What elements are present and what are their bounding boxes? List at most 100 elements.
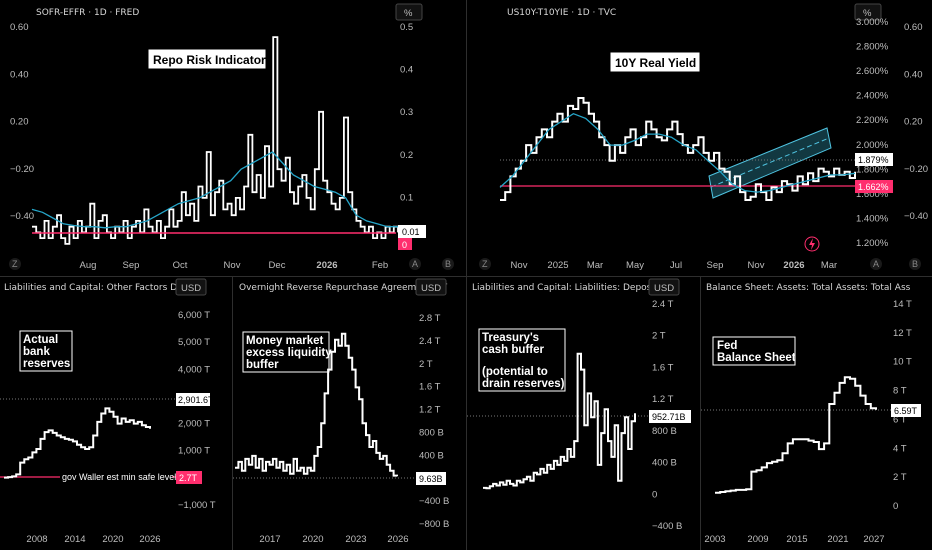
right-axis-tick: 800 B (652, 426, 677, 437)
last-value-badge: 952.71B (649, 410, 691, 423)
last-value-badge: 2,901.6T (176, 393, 214, 406)
last-value-badge: 9.63B (416, 472, 446, 485)
chart-title: Liabilities and Capital: Other Factors D… (4, 283, 203, 293)
x-axis-tick: 2027 (863, 534, 884, 545)
annotation-line: bank (23, 346, 50, 358)
annotation-line: Balance Sheet (717, 352, 796, 364)
chart-realyield[interactable]: US10Y-T10YIE · 1D · TVC % 10Y Real Yield… (467, 0, 932, 276)
chart-title: Overnight Reverse Repurchase Agreements:… (239, 283, 448, 293)
right-axis-tick: 0.5 (400, 22, 413, 33)
chart-tga[interactable]: Liabilities and Capital: Liabilities: De… (467, 277, 700, 550)
left-axis-tick: −0.40 (904, 211, 928, 222)
right-axis-tick: 0.2 (400, 150, 413, 161)
left-axis-tick: 0.60 (10, 22, 29, 33)
z-button[interactable]: Z (479, 258, 491, 270)
annotation-line: reserves (23, 358, 70, 370)
right-axis-tick: 12 T (893, 328, 912, 339)
lightning-icon[interactable] (804, 236, 820, 252)
z-button[interactable]: Z (9, 258, 21, 270)
a-button[interactable]: A (870, 258, 882, 270)
right-axis-tick: 0.3 (400, 107, 413, 118)
chart-title: SOFR-EFFR · 1D · FRED (36, 8, 139, 18)
annotation-line: Treasury's (482, 332, 539, 344)
right-axis-tick: 2.8 T (419, 313, 441, 324)
last-value-text: 6.59T (894, 406, 918, 416)
x-axis-tick: Sep (707, 260, 724, 271)
annotation-box: Actual bank reserves (19, 330, 73, 372)
unit-button[interactable]: % (395, 3, 423, 21)
annotation-line: buffer (246, 359, 279, 371)
annotation-box: Money market excess liquidity buffer (242, 331, 332, 373)
right-axis-tick: 0.1 (400, 192, 413, 203)
annotation-box: Fed Balance Sheet (712, 336, 796, 366)
right-axis-tick: 14 T (893, 299, 912, 310)
unit-button[interactable]: % (854, 3, 882, 21)
b-button-label: B (445, 259, 451, 269)
unit-button[interactable]: USD (648, 278, 680, 296)
right-axis-tick: 1.6 T (652, 362, 674, 373)
unit-button[interactable]: USD (415, 278, 447, 296)
x-axis-tick: 2017 (259, 534, 280, 545)
right-axis-tick: 800 B (419, 427, 444, 438)
z-button-label: Z (12, 259, 18, 269)
chart-panel-sofr[interactable]: SOFR-EFFR · 1D · FRED % Repo Risk Indica… (0, 0, 467, 277)
left-axis-tick: 0.40 (904, 69, 923, 80)
a-button-label: A (412, 259, 418, 269)
right-axis-tick: 1.200% (856, 238, 889, 249)
annotation-box: 10Y Real Yield (609, 51, 701, 73)
chart-balancesheet[interactable]: Balance Sheet: Assets: Total Assets: Tot… (701, 277, 932, 550)
right-axis-tick: −800 B (419, 519, 449, 530)
right-axis-tick: 1.400% (856, 213, 889, 224)
x-axis-tick: 2026 (387, 534, 408, 545)
x-axis-tick: Sep (123, 260, 140, 271)
right-axis-tick: 2.600% (856, 66, 889, 77)
price-series-line (32, 36, 399, 245)
channel-midline (710, 137, 830, 188)
right-axis-tick: 1.800% (856, 164, 889, 175)
annotation-line: drain reserves) (482, 378, 565, 390)
right-axis-tick: 5,000 T (178, 337, 210, 348)
last-value-badge: 0.01 (398, 225, 426, 238)
chart-reserves[interactable]: Liabilities and Capital: Other Factors D… (0, 277, 232, 550)
x-axis-tick: Nov (224, 260, 241, 271)
chart-panel-reserves[interactable]: Liabilities and Capital: Other Factors D… (0, 277, 233, 550)
x-axis-tick: Mar (587, 260, 603, 271)
chart-panel-balancesheet[interactable]: Balance Sheet: Assets: Total Assets: Tot… (701, 277, 932, 550)
level-badge: 2.7T (176, 471, 202, 484)
unit-label: USD (654, 283, 674, 294)
unit-label: USD (421, 283, 441, 294)
b-button[interactable]: B (909, 258, 921, 270)
left-axis-tick: 0.20 (904, 117, 923, 128)
unit-button[interactable]: USD (175, 278, 207, 296)
annotation-line: Actual (23, 334, 58, 346)
level-note-bg (60, 471, 172, 483)
annotation-text: 10Y Real Yield (615, 56, 696, 70)
chart-sofr[interactable]: SOFR-EFFR · 1D · FRED % Repo Risk Indica… (0, 0, 466, 276)
right-axis-tick: 2 T (893, 472, 907, 483)
right-axis-tick: −400 B (419, 496, 449, 507)
annotation-line: (potential to (482, 366, 548, 378)
annotation-box: Treasury's cash buffer (potential to dra… (478, 328, 566, 392)
chart-panel-rrp[interactable]: Overnight Reverse Repurchase Agreements:… (233, 277, 467, 550)
chart-title: US10Y-T10YIE · 1D · TVC (507, 8, 616, 18)
right-axis-tick: 2.4 T (652, 299, 674, 310)
chart-title: Liabilities and Capital: Liabilities: De… (472, 283, 679, 293)
b-button[interactable]: B (442, 258, 454, 270)
x-axis-tick: Aug (80, 260, 97, 271)
x-axis-tick: 2026 (783, 260, 804, 271)
level-value-text: 1.662% (858, 182, 889, 192)
a-button[interactable]: A (409, 258, 421, 270)
chart-rrp[interactable]: Overnight Reverse Repurchase Agreements:… (233, 277, 466, 550)
chart-panel-realyield[interactable]: US10Y-T10YIE · 1D · TVC % 10Y Real Yield… (467, 0, 932, 277)
last-value-text: 9.63B (419, 474, 443, 484)
left-axis-tick: −0.20 (10, 164, 34, 175)
right-axis-tick: 2.4 T (419, 336, 441, 347)
annotation-line: excess liquidity (246, 347, 332, 359)
left-axis-tick: 0.40 (10, 69, 29, 80)
x-axis-tick: 2020 (302, 534, 323, 545)
chart-panel-tga[interactable]: Liabilities and Capital: Liabilities: De… (467, 277, 701, 550)
moving-average-line (31, 151, 398, 229)
x-axis-tick: 2014 (64, 534, 85, 545)
right-axis-tick: 10 T (893, 357, 912, 368)
left-axis-tick: 0.60 (904, 22, 923, 33)
